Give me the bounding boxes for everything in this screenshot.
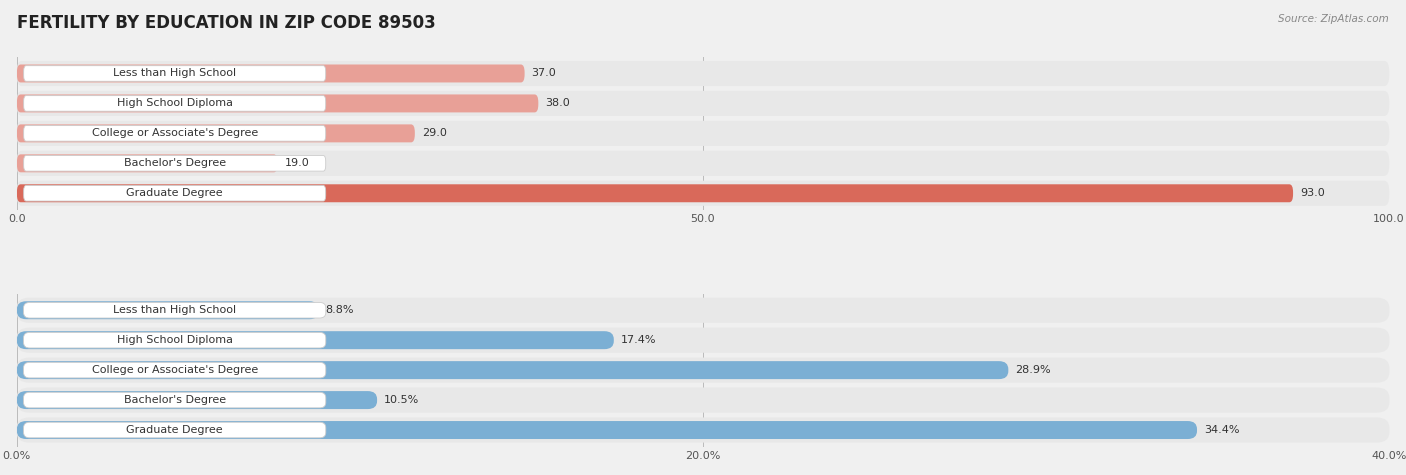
Text: Bachelor's Degree: Bachelor's Degree [124,395,226,405]
FancyBboxPatch shape [24,155,326,171]
Text: High School Diploma: High School Diploma [117,98,232,108]
FancyBboxPatch shape [24,392,326,408]
Text: Graduate Degree: Graduate Degree [127,425,224,435]
FancyBboxPatch shape [24,125,326,141]
FancyBboxPatch shape [17,421,1197,439]
FancyBboxPatch shape [24,422,326,438]
FancyBboxPatch shape [24,185,326,201]
Text: Source: ZipAtlas.com: Source: ZipAtlas.com [1278,14,1389,24]
Text: 29.0: 29.0 [422,128,447,138]
FancyBboxPatch shape [17,151,1389,176]
FancyBboxPatch shape [17,298,1389,323]
FancyBboxPatch shape [17,121,1389,146]
FancyBboxPatch shape [17,154,277,172]
Text: College or Associate's Degree: College or Associate's Degree [91,365,257,375]
FancyBboxPatch shape [24,95,326,111]
FancyBboxPatch shape [17,328,1389,353]
FancyBboxPatch shape [17,184,1294,202]
FancyBboxPatch shape [17,65,524,83]
Text: Less than High School: Less than High School [112,305,236,315]
FancyBboxPatch shape [24,332,326,348]
Text: Graduate Degree: Graduate Degree [127,188,224,198]
FancyBboxPatch shape [17,95,538,113]
FancyBboxPatch shape [17,124,415,142]
FancyBboxPatch shape [17,418,1389,443]
FancyBboxPatch shape [17,180,1389,206]
Text: Less than High School: Less than High School [112,68,236,78]
Text: 34.4%: 34.4% [1204,425,1239,435]
Text: College or Associate's Degree: College or Associate's Degree [91,128,257,138]
Text: 38.0: 38.0 [546,98,569,108]
Text: FERTILITY BY EDUCATION IN ZIP CODE 89503: FERTILITY BY EDUCATION IN ZIP CODE 89503 [17,14,436,32]
FancyBboxPatch shape [17,61,1389,86]
FancyBboxPatch shape [17,331,614,349]
Text: 93.0: 93.0 [1301,188,1324,198]
FancyBboxPatch shape [17,361,1008,379]
Text: 28.9%: 28.9% [1015,365,1050,375]
Text: 10.5%: 10.5% [384,395,419,405]
FancyBboxPatch shape [17,388,1389,413]
Text: 19.0: 19.0 [284,158,309,168]
Text: High School Diploma: High School Diploma [117,335,232,345]
Text: 8.8%: 8.8% [326,305,354,315]
Text: Bachelor's Degree: Bachelor's Degree [124,158,226,168]
FancyBboxPatch shape [17,301,319,319]
Text: 17.4%: 17.4% [620,335,657,345]
FancyBboxPatch shape [24,303,326,318]
FancyBboxPatch shape [24,66,326,81]
FancyBboxPatch shape [17,391,377,409]
FancyBboxPatch shape [17,358,1389,383]
Text: 37.0: 37.0 [531,68,557,78]
FancyBboxPatch shape [24,362,326,378]
FancyBboxPatch shape [17,91,1389,116]
